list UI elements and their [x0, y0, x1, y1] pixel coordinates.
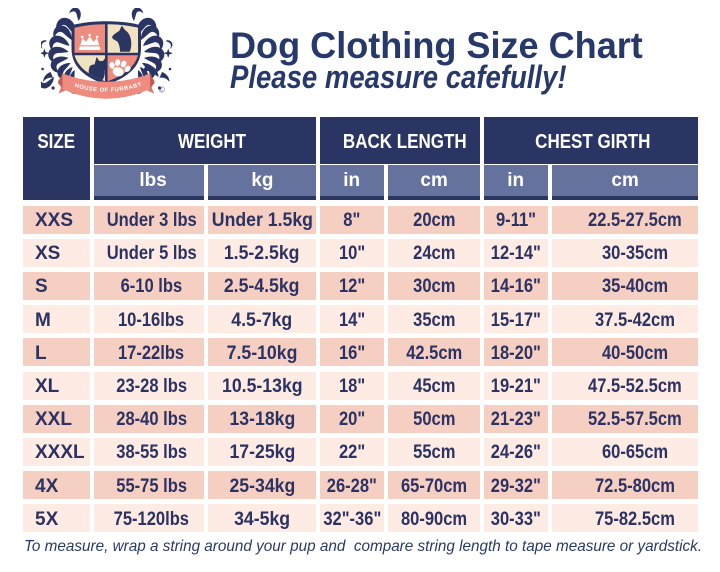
svg-text:©: ©	[159, 86, 165, 95]
